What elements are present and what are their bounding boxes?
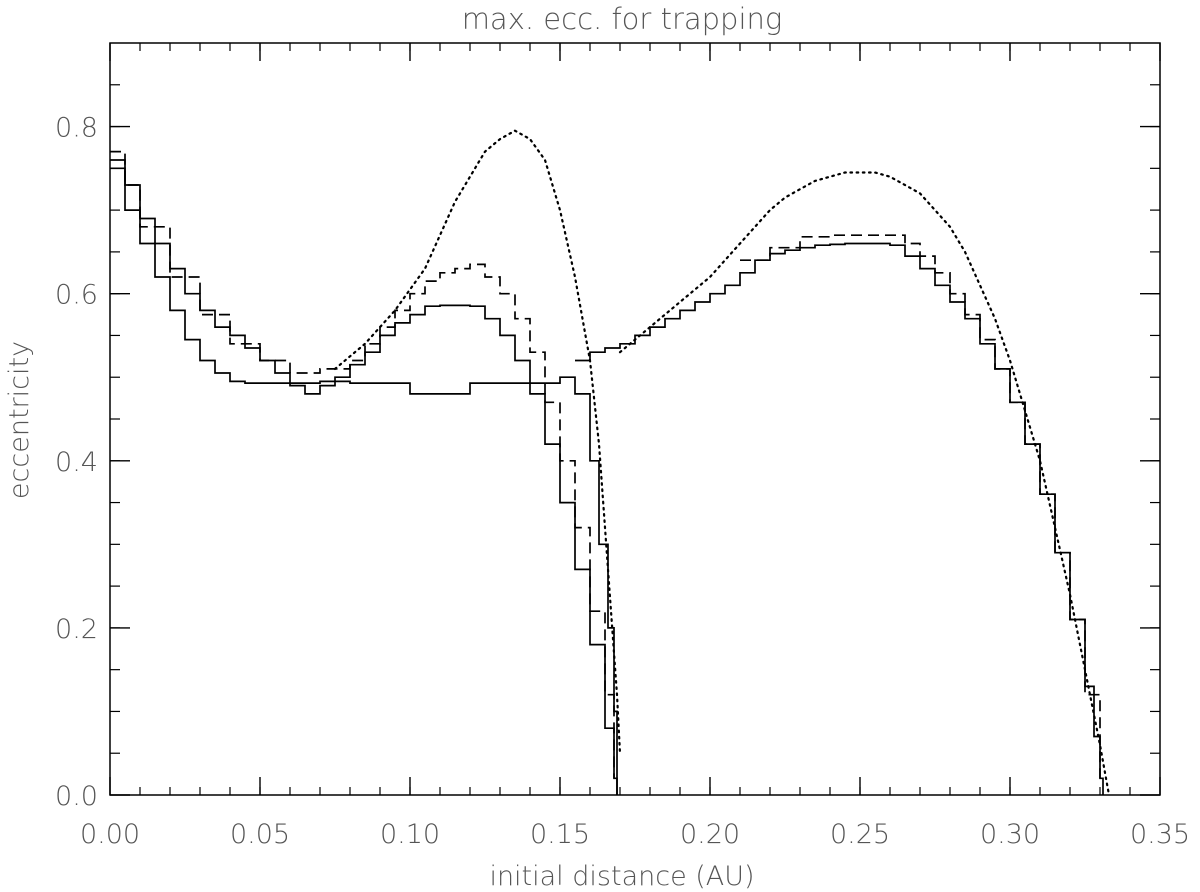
x-tick-label: 0.20 [680,819,740,850]
y-tick-label: 0.2 [55,614,98,645]
x-tick-label: 0.30 [980,819,1040,850]
y-tick-label: 0.8 [55,113,98,144]
x-tick-label: 0.00 [80,819,140,850]
series-line-dotted-4 [333,129,622,755]
series-layer [110,129,1111,797]
x-tick-label: 0.10 [380,819,440,850]
series-line-dashed-3 [110,150,615,779]
series-line-dashed-6 [740,234,1101,779]
x-axis-title: initial distance (AU) [489,861,754,892]
plot-frame [109,42,1161,796]
y-tick-label: 0.6 [55,280,98,311]
series-line-dotted-7 [618,171,1111,797]
y-tick-label: 0.0 [55,781,98,812]
x-tick-label: 0.05 [230,819,290,850]
chart-title: max. ecc. for trapping [462,2,783,36]
y-tick-label: 0.4 [55,447,98,478]
x-tick-label: 0.15 [530,819,590,850]
y-axis-title: eccentricity [4,341,35,499]
axis-ticks: 0.00 0.05 0.10 0.15 0.20 0.25 0.30 0.35 0.0 0.2 0.… [55,43,1190,850]
x-tick-label: 0.35 [1130,819,1190,850]
x-tick-label: 0.25 [830,819,890,850]
